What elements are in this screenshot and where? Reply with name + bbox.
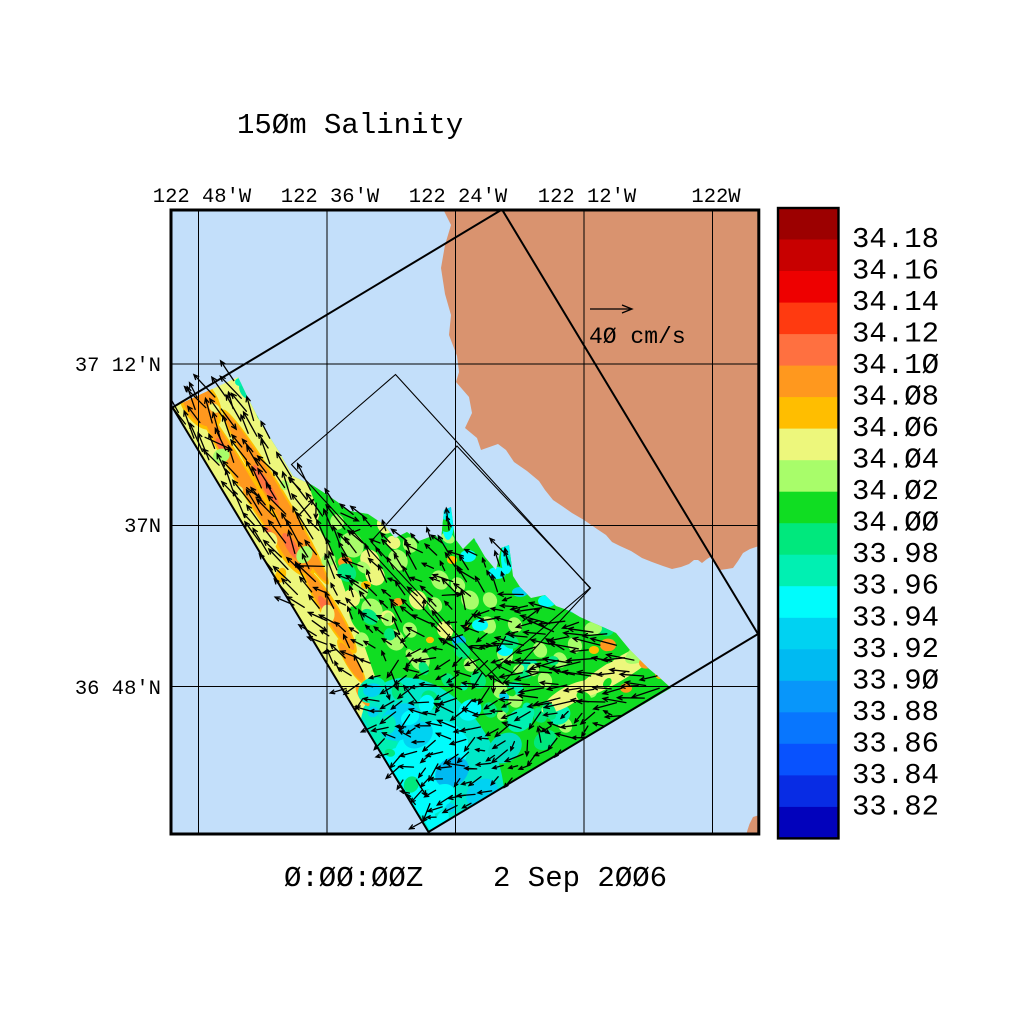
svg-text:4Ø cm/s: 4Ø cm/s [589, 324, 686, 350]
svg-text:33.92: 33.92 [852, 633, 939, 666]
svg-text:Ø:ØØ:ØØZ: Ø:ØØ:ØØZ [284, 862, 423, 895]
svg-text:33.88: 33.88 [852, 696, 939, 729]
svg-text:37 12'N: 37 12'N [75, 355, 161, 378]
svg-text:122W: 122W [691, 186, 741, 209]
svg-text:34.ØØ: 34.ØØ [852, 507, 939, 540]
svg-text:34.16: 34.16 [852, 255, 939, 288]
svg-text:34.Ø2: 34.Ø2 [852, 475, 939, 508]
svg-text:122 36'W: 122 36'W [281, 186, 380, 209]
svg-text:34.Ø4: 34.Ø4 [852, 444, 939, 477]
svg-text:36 48'N: 36 48'N [75, 678, 161, 701]
svg-text:33.86: 33.86 [852, 727, 939, 760]
svg-text:2 Sep 2ØØ6: 2 Sep 2ØØ6 [493, 862, 667, 895]
svg-text:33.82: 33.82 [852, 790, 939, 823]
svg-text:34.18: 34.18 [852, 223, 939, 256]
svg-text:122 24'W: 122 24'W [409, 186, 508, 209]
svg-text:122 48'W: 122 48'W [153, 186, 252, 209]
svg-text:34.14: 34.14 [852, 286, 939, 319]
svg-text:34.12: 34.12 [852, 318, 939, 351]
svg-text:33.9Ø: 33.9Ø [852, 664, 939, 697]
svg-text:33.96: 33.96 [852, 570, 939, 603]
svg-text:37N: 37N [124, 516, 161, 539]
svg-text:33.84: 33.84 [852, 759, 939, 792]
svg-text:34.Ø8: 34.Ø8 [852, 381, 939, 414]
svg-text:34.1Ø: 34.1Ø [852, 349, 939, 382]
svg-text:15Øm Salinity: 15Øm Salinity [237, 109, 463, 142]
svg-text:34.Ø6: 34.Ø6 [852, 412, 939, 445]
svg-text:33.94: 33.94 [852, 601, 939, 634]
svg-text:122 12'W: 122 12'W [538, 186, 637, 209]
svg-text:33.98: 33.98 [852, 538, 939, 571]
